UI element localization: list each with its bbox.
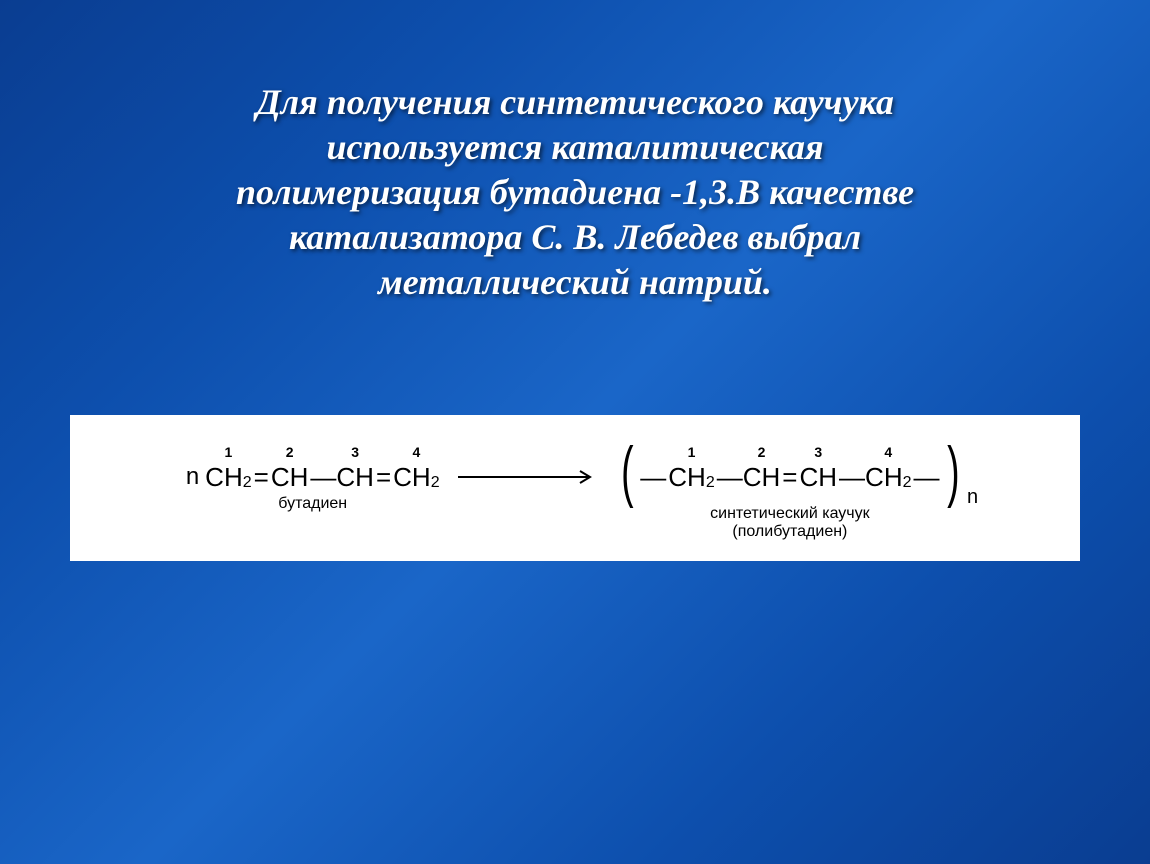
- product-side: ( — 1 CH2 2 CH 3: [616, 443, 965, 541]
- product-atom-2: 2 CH: [743, 443, 781, 493]
- bond-single-icon: [837, 461, 865, 493]
- reactant-atom-3: 3 CH: [336, 443, 374, 493]
- title-line-4: катализатора С. В. Лебедев выбрал: [289, 217, 861, 257]
- reactant-caption: бутадиен: [278, 495, 347, 513]
- chain-dash-left: —: [638, 461, 668, 493]
- bond-double-icon: [780, 461, 799, 493]
- title-line-1: Для получения синтетического каучука: [256, 82, 894, 122]
- product-atoms: — 1 CH2 2 CH 3 CH: [638, 443, 941, 493]
- product-atom-3: 3 CH: [799, 443, 837, 493]
- reaction-arrow-icon: [458, 461, 598, 493]
- product-bracketed: ( — 1 CH2 2 CH 3: [616, 443, 965, 503]
- title-line-2: используется каталитическая: [326, 127, 823, 167]
- bracket-right-icon: ): [947, 441, 959, 501]
- slide-title: Для получения синтетического каучука исп…: [70, 80, 1080, 305]
- reactant-molecule: n 1 CH2 2 CH 3 CH: [186, 443, 440, 513]
- reactant-atom-4: 4 CH2: [393, 443, 439, 493]
- reaction-row: n 1 CH2 2 CH 3 CH: [90, 443, 1060, 541]
- reactant-atoms: n 1 CH2 2 CH 3 CH: [186, 443, 440, 493]
- coefficient-n: n: [186, 461, 199, 493]
- slide: Для получения синтетического каучука исп…: [0, 0, 1150, 864]
- bond-single-icon: [715, 461, 743, 493]
- polymer-subscript-n: n: [967, 486, 978, 509]
- title-line-3: полимеризация бутадиена -1,3.В качестве: [236, 172, 914, 212]
- bond-double-icon: [374, 461, 393, 493]
- bond-double-icon: [252, 461, 271, 493]
- reactant-atom-1: 1 CH2: [205, 443, 251, 493]
- bond-single-icon: [308, 461, 336, 493]
- product-atom-1: 1 CH2: [668, 443, 714, 493]
- formula-panel: n 1 CH2 2 CH 3 CH: [70, 415, 1080, 561]
- title-line-5: металлический натрий.: [378, 262, 772, 302]
- product-atom-4: 4 CH2: [865, 443, 911, 493]
- product-caption: синтетический каучук (полибутадиен): [710, 505, 870, 541]
- bracket-left-icon: (: [621, 441, 633, 501]
- reactant-atom-2: 2 CH: [271, 443, 309, 493]
- chain-dash-right: —: [912, 461, 942, 493]
